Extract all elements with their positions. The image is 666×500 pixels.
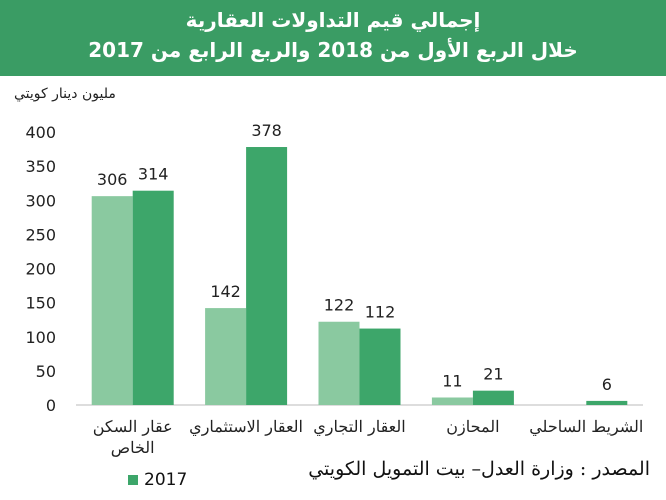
y-tick-label: 200 [25,260,56,279]
unit-label: مليون دينار كويتي [14,86,116,102]
bar-series-2 [132,190,174,405]
bar-series-2 [246,147,288,405]
y-tick-label: 400 [25,123,56,142]
data-label: 112 [365,303,396,322]
y-tick-label: 250 [25,225,56,244]
bar-series-1 [205,308,247,405]
data-label: 11 [442,371,462,390]
data-label: 378 [251,121,282,140]
category-label: العقار الاستثماري [189,417,303,436]
legend-swatch [128,475,138,485]
chart-title: إجمالي قيم التداولات العقارية [185,8,481,32]
data-label: 306 [97,170,128,189]
data-label: 6 [602,375,612,394]
y-tick-label: 300 [25,191,56,210]
category-label: الخاص [111,438,155,457]
title-banner: إجمالي قيم التداولات العقارية خلال الربع… [0,0,666,76]
chart-subtitle: خلال الربع الأول من 2018 والربع الرابع م… [88,38,578,62]
data-label: 314 [138,165,169,184]
y-tick-label: 0 [46,396,56,415]
category-label: العقار التجاري [313,417,405,436]
y-tick-label: 100 [25,328,56,347]
legend-label: 2017 [144,470,188,490]
category-label: الشريط الساحلي [529,417,643,436]
source-note: المصدر : وزارة العدل– بيت التمويل الكويت… [308,458,650,480]
bar-series-1 [318,321,360,405]
category-label: المحازن [446,417,499,436]
data-label: 142 [210,282,241,301]
y-tick-label: 50 [36,362,56,381]
legend: 2017 [128,470,187,490]
bar-series-2 [472,390,514,405]
data-label: 21 [483,365,503,384]
category-label: عقار السكن [93,417,173,436]
bar-series-2 [586,400,628,405]
y-tick-label: 350 [25,157,56,176]
bar-series-1 [91,196,133,405]
y-tick-label: 150 [25,294,56,313]
data-label: 122 [324,296,355,315]
bar-series-2 [359,328,401,405]
bar-series-1 [431,397,473,405]
